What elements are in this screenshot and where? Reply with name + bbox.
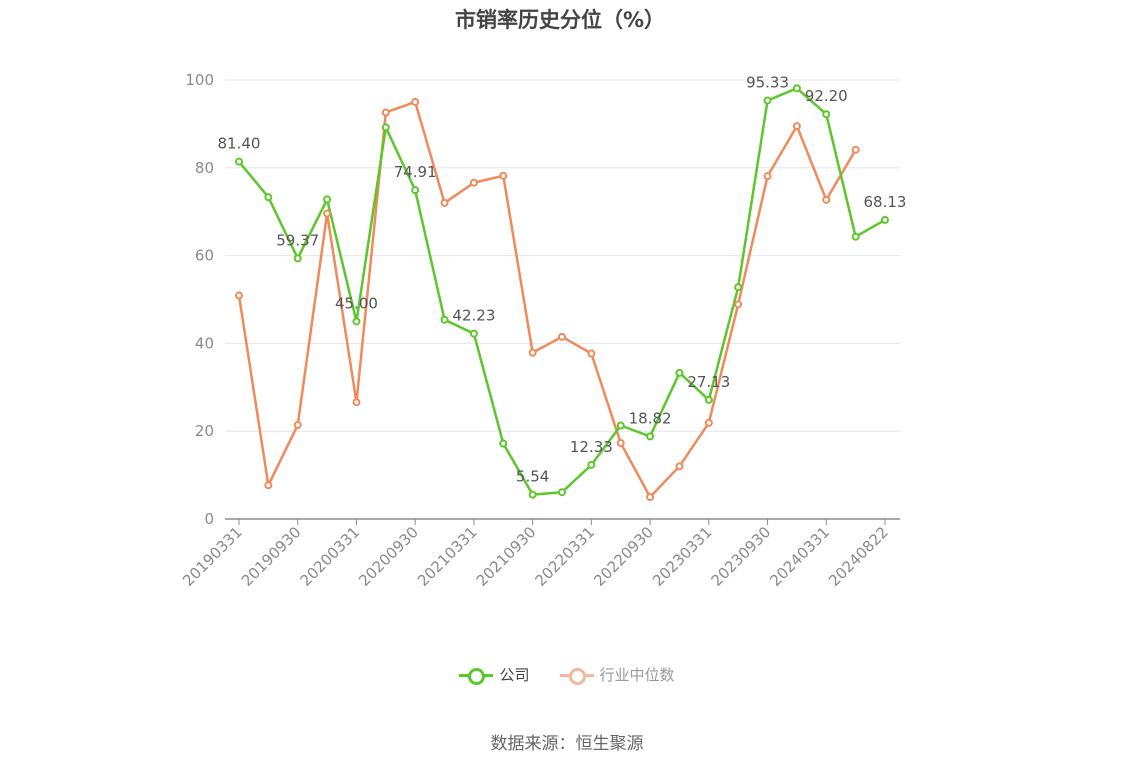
industry-point xyxy=(440,198,449,207)
data-label: 95.33 xyxy=(746,74,789,92)
company-point xyxy=(851,232,860,241)
legend-item-industry[interactable]: 行业中位数 xyxy=(559,664,675,685)
industry-point xyxy=(822,195,831,204)
data-label: 59.37 xyxy=(276,231,319,249)
company-point xyxy=(704,395,713,404)
industry-point xyxy=(851,145,860,154)
legend-label-company: 公司 xyxy=(499,666,530,684)
company-point xyxy=(323,195,332,204)
company-point xyxy=(293,254,302,263)
data-label: 74.91 xyxy=(394,163,437,181)
industry-point xyxy=(411,97,420,106)
data-label: 42.23 xyxy=(452,307,495,325)
data-label: 81.40 xyxy=(218,135,261,153)
industry-point xyxy=(352,398,361,407)
company-point xyxy=(499,439,508,448)
source-note: 数据来源：恒生聚源 xyxy=(490,734,644,754)
industry-point xyxy=(675,462,684,471)
industry-point xyxy=(235,291,243,300)
company-point xyxy=(352,317,361,326)
industry-point xyxy=(792,122,801,131)
y-tick-label: 20 xyxy=(195,422,214,440)
y-tick-label: 40 xyxy=(195,334,214,352)
grid xyxy=(225,79,900,432)
company-point xyxy=(558,488,566,497)
legend-label-industry: 行业中位数 xyxy=(599,666,675,684)
industry-point xyxy=(558,332,566,341)
data-label: 12.33 xyxy=(570,438,613,456)
company-point xyxy=(264,193,273,202)
industry-point xyxy=(646,493,655,502)
y-axis: 0 20 40 60 80 100 xyxy=(185,71,214,528)
legend: 公司 行业中位数 xyxy=(0,664,1134,685)
company-point xyxy=(822,110,831,119)
x-tick-label: 20230331 xyxy=(649,523,716,590)
company-point xyxy=(381,123,390,132)
x-tick-label: 20230930 xyxy=(708,523,775,590)
x-tick-label: 20200930 xyxy=(355,523,422,590)
x-tick-label: 20220331 xyxy=(531,523,598,590)
x-axis: 2019033120190930202003312020093020210331… xyxy=(179,518,900,590)
industry-point xyxy=(323,209,332,218)
industry-line xyxy=(237,100,857,499)
chart-title: 市销率历史分位（%） xyxy=(454,8,666,32)
y-tick-label: 0 xyxy=(204,510,214,528)
x-tick-label: 20200331 xyxy=(297,523,364,590)
company-point xyxy=(646,432,655,441)
x-tick-label: 20220930 xyxy=(590,523,657,590)
industry-point xyxy=(469,178,478,187)
x-tick-label: 20210331 xyxy=(414,523,481,590)
industry-point xyxy=(704,418,713,427)
company-point xyxy=(616,421,625,430)
y-tick-label: 80 xyxy=(195,159,214,177)
industry-point xyxy=(587,349,596,358)
x-tick-label: 20210930 xyxy=(473,523,540,590)
series-lines xyxy=(237,87,886,499)
industry-point xyxy=(616,439,625,448)
industry-point xyxy=(499,171,508,180)
x-tick-label: 20240822 xyxy=(825,523,892,590)
legend-swatch-company xyxy=(459,667,494,685)
company-point xyxy=(734,283,743,292)
company-point xyxy=(881,215,889,224)
company-point xyxy=(469,329,478,338)
y-tick-label: 60 xyxy=(195,247,214,265)
company-point xyxy=(792,84,801,93)
x-tick-label: 20190331 xyxy=(179,523,246,590)
data-label: 27.13 xyxy=(687,373,730,391)
legend-item-company[interactable]: 公司 xyxy=(459,664,530,685)
series-points xyxy=(235,84,889,502)
data-label: 5.54 xyxy=(516,468,549,486)
industry-point xyxy=(264,481,273,490)
industry-point xyxy=(528,348,537,357)
x-tick-label: 20240331 xyxy=(766,523,833,590)
data-labels: 81.40 59.37 45.00 74.91 42.23 5.54 12.33 18.82 2… xyxy=(218,74,907,486)
industry-point xyxy=(734,300,743,309)
y-tick-label: 100 xyxy=(185,71,214,89)
industry-point xyxy=(381,108,390,117)
industry-point xyxy=(763,172,772,181)
data-label: 18.82 xyxy=(629,409,672,427)
legend-swatch-industry xyxy=(559,667,594,685)
company-point xyxy=(440,315,449,324)
company-point xyxy=(411,186,420,195)
company-line xyxy=(238,87,886,496)
company-point xyxy=(235,157,243,166)
data-label: 68.13 xyxy=(864,193,907,211)
company-point xyxy=(763,96,772,105)
x-tick-label: 20190930 xyxy=(238,523,305,590)
data-label: 92.20 xyxy=(805,87,848,105)
industry-point xyxy=(293,421,302,430)
data-label: 45.00 xyxy=(335,294,378,312)
company-point xyxy=(528,490,537,499)
company-point xyxy=(675,368,684,377)
company-point xyxy=(587,460,596,469)
